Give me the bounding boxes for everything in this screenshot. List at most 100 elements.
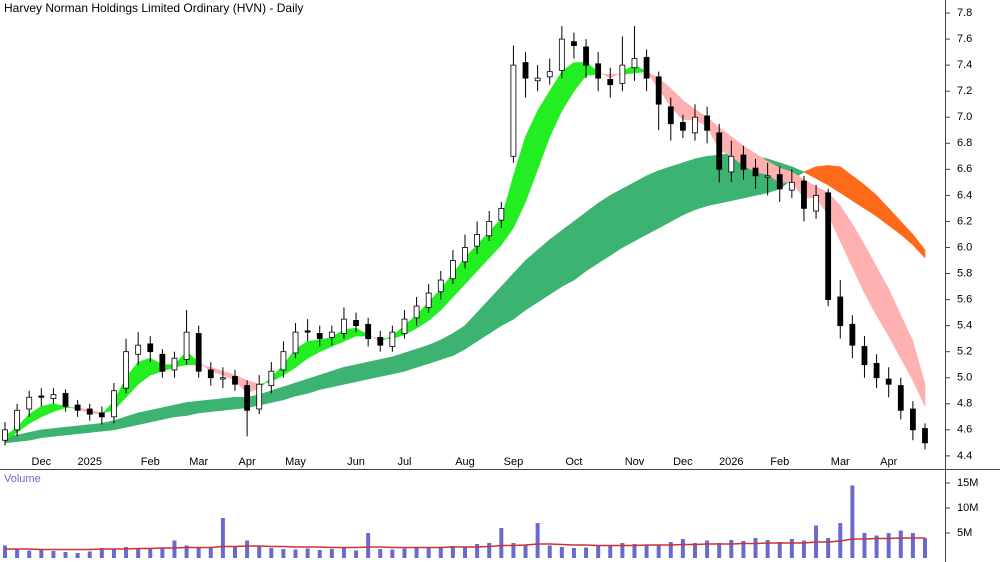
ribbon-segment bbox=[222, 396, 236, 411]
volume-bar bbox=[27, 550, 32, 558]
ribbon-segment bbox=[634, 175, 647, 242]
ribbon-segment bbox=[561, 220, 575, 288]
volume-bar bbox=[656, 545, 661, 558]
candle-body bbox=[825, 192, 832, 300]
candle-body bbox=[353, 320, 359, 327]
candle-body bbox=[534, 77, 541, 82]
volume-bar bbox=[426, 547, 431, 558]
candle-body bbox=[147, 343, 154, 353]
volume-bar bbox=[196, 548, 201, 558]
candle-body bbox=[849, 323, 856, 346]
candle-body bbox=[655, 76, 662, 105]
volume-bar bbox=[317, 550, 322, 558]
candle-body bbox=[885, 378, 892, 385]
volume-bar bbox=[354, 550, 359, 558]
ribbon-segment bbox=[343, 364, 357, 385]
x-tick-label: Jul bbox=[397, 456, 411, 468]
volume-bar bbox=[39, 550, 44, 558]
candle-body bbox=[873, 363, 880, 379]
candle-body bbox=[328, 331, 335, 338]
candle-body bbox=[486, 221, 493, 237]
ribbon-segment bbox=[622, 181, 635, 248]
y-tick-label: 6.6 bbox=[957, 163, 972, 175]
candle-body bbox=[740, 154, 747, 170]
volume-bar bbox=[547, 545, 552, 558]
candle-body bbox=[837, 296, 844, 327]
volume-bar bbox=[850, 485, 855, 558]
volume-bar bbox=[208, 547, 213, 558]
candle-body bbox=[595, 63, 602, 79]
candle-body bbox=[365, 323, 372, 340]
volume-bar bbox=[160, 548, 165, 558]
candle-body bbox=[171, 357, 178, 371]
volume-bar bbox=[257, 545, 262, 558]
candle-body bbox=[788, 181, 795, 191]
ribbon-segment bbox=[658, 166, 672, 229]
candle-body bbox=[571, 41, 577, 46]
candle-body bbox=[292, 331, 299, 354]
ribbon-segment bbox=[573, 211, 587, 281]
candle-body bbox=[183, 331, 190, 360]
candle-body bbox=[813, 194, 819, 212]
x-tick-label: Mar bbox=[831, 456, 850, 468]
volume-bar bbox=[15, 549, 20, 558]
volume-bar bbox=[693, 543, 697, 558]
ribbon-segment bbox=[355, 361, 369, 383]
candle-body bbox=[256, 383, 263, 410]
candle-body bbox=[449, 260, 456, 280]
volume-bar bbox=[886, 533, 891, 558]
volume-bar bbox=[898, 530, 903, 558]
volume-bar bbox=[148, 549, 153, 558]
volume-bar bbox=[438, 548, 443, 558]
volume-tick-label: 10M bbox=[957, 502, 978, 514]
y-tick-label: 4.8 bbox=[957, 398, 972, 410]
volume-bar bbox=[111, 549, 116, 558]
volume-bar bbox=[717, 543, 722, 558]
candle-body bbox=[135, 344, 142, 355]
candle-body bbox=[704, 115, 711, 131]
price-panel: 4.4 4.6 4.8 5.0 5.2 5.4 5.6 5.8 6.0 6.2 6.4 6.6 6.8 7… bbox=[2, 7, 972, 468]
volume-bar bbox=[366, 533, 371, 558]
volume-bar bbox=[801, 540, 806, 558]
y-tick-label: 5.2 bbox=[957, 346, 972, 358]
volume-bar bbox=[753, 538, 758, 558]
ribbon-segment bbox=[670, 162, 684, 222]
volume-bar bbox=[402, 548, 407, 558]
candle-body bbox=[752, 167, 759, 177]
volume-bar bbox=[463, 546, 467, 558]
chart-title: Harvey Norman Holdings Limited Ordinary … bbox=[4, 1, 303, 15]
ribbon-segment bbox=[162, 404, 175, 420]
candle-body bbox=[268, 370, 275, 386]
volume-bar bbox=[862, 533, 867, 558]
y-tick-label: 7.2 bbox=[957, 85, 972, 97]
volume-bar bbox=[414, 548, 419, 558]
candle-body bbox=[728, 155, 735, 173]
volume-ma-line bbox=[5, 537, 925, 551]
candle-body bbox=[74, 404, 81, 411]
x-tick-label: Nov bbox=[625, 456, 645, 468]
candle-body bbox=[38, 395, 45, 398]
candle-body bbox=[401, 318, 408, 334]
y-tick-label: 5.6 bbox=[957, 293, 972, 305]
candle-body bbox=[558, 38, 565, 71]
candle-body bbox=[861, 346, 868, 366]
volume-title: Volume bbox=[4, 473, 41, 485]
candle-body bbox=[801, 180, 807, 209]
candle-body bbox=[631, 58, 638, 69]
y-tick-label: 4.6 bbox=[957, 424, 972, 436]
candle-body bbox=[123, 351, 129, 389]
volume-bar bbox=[124, 547, 129, 558]
ribbon-segment bbox=[77, 424, 91, 435]
candle-body bbox=[207, 369, 214, 379]
volume-tick-label: 5M bbox=[957, 527, 972, 539]
candle-body bbox=[546, 71, 553, 78]
ribbon-segment bbox=[53, 426, 66, 437]
volume-bar bbox=[293, 549, 298, 558]
ribbon-segment bbox=[392, 352, 405, 375]
candle-body bbox=[776, 174, 783, 190]
candle-body bbox=[232, 376, 238, 385]
candle-body bbox=[316, 333, 323, 340]
volume-bar bbox=[741, 541, 746, 558]
candle-body bbox=[195, 333, 202, 372]
